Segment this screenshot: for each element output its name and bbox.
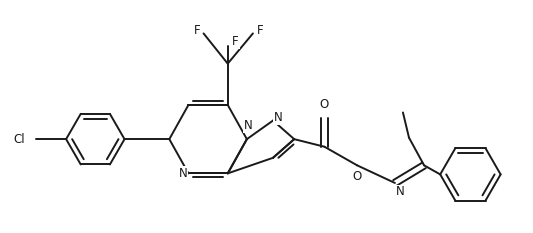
Text: N: N <box>179 167 188 180</box>
Text: F: F <box>194 24 201 38</box>
Text: N: N <box>274 111 283 124</box>
Text: N: N <box>396 185 405 199</box>
Text: F: F <box>257 24 264 38</box>
Text: O: O <box>352 170 362 183</box>
Text: N: N <box>244 119 252 132</box>
Text: Cl: Cl <box>13 133 25 146</box>
Text: O: O <box>320 99 329 111</box>
Text: F: F <box>232 35 239 48</box>
